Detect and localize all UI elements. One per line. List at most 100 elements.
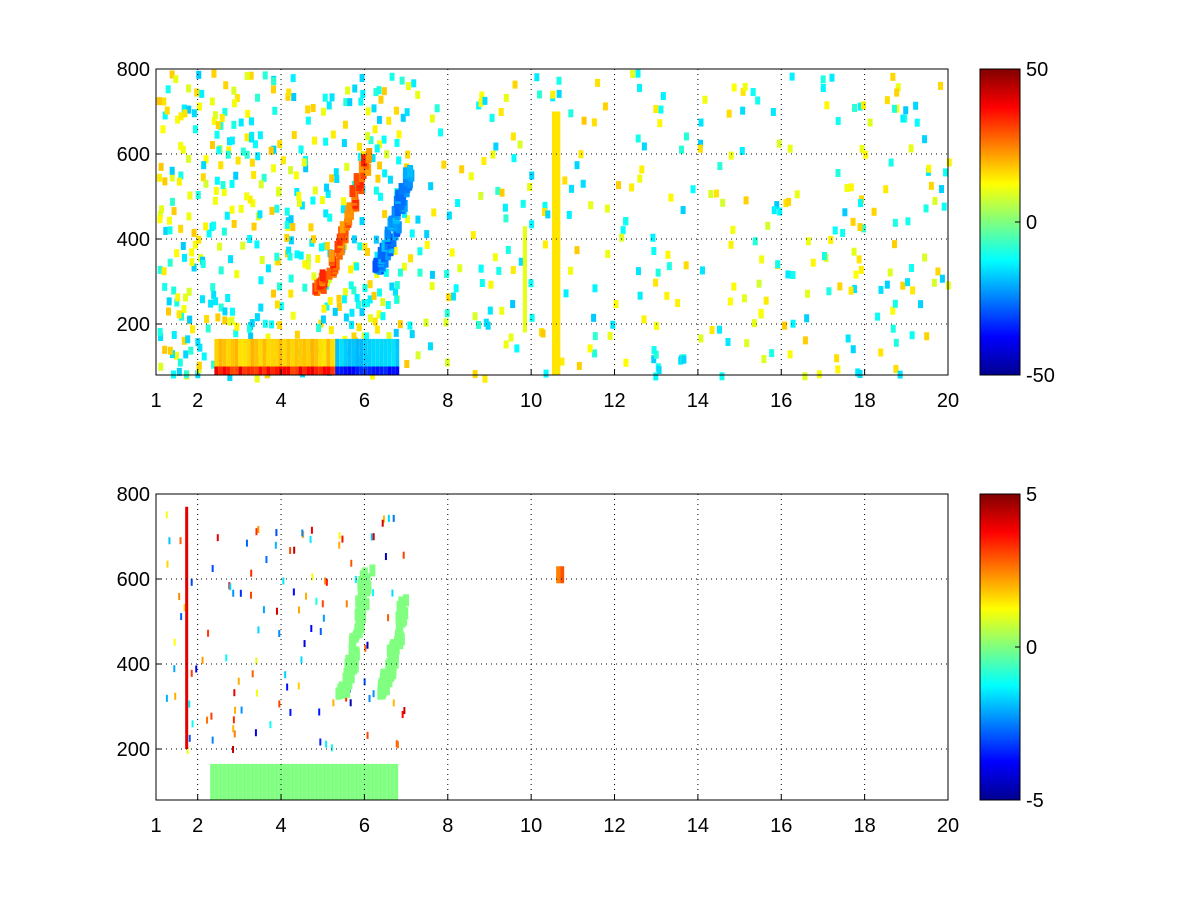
heatmap-block: [210, 763, 399, 800]
heatmap-cell: [592, 332, 598, 341]
heatmap-ridge-cell: [360, 166, 367, 179]
heatmap-cell: [857, 102, 863, 111]
heatmap-cell: [487, 306, 493, 315]
heatmap-cell: [327, 213, 333, 222]
heatmap-cell: [697, 144, 703, 153]
heatmap-cell: [232, 716, 235, 724]
heatmap-cell: [389, 282, 395, 291]
heatmap-cell: [478, 191, 484, 200]
heatmap-cell: [335, 338, 340, 367]
heatmap-cell: [742, 82, 748, 91]
heatmap-cell: [444, 309, 450, 318]
heatmap-cell: [310, 338, 315, 367]
heatmap-cell: [324, 302, 330, 311]
heatmap-ridge-cell: [406, 176, 413, 189]
heatmap-cell: [286, 338, 291, 367]
heatmap-cell: [708, 189, 714, 198]
heatmap-cell: [175, 293, 181, 302]
heatmap-cell: [246, 366, 251, 375]
colorbar-gradient: [979, 68, 1021, 376]
heatmap-cell: [409, 229, 415, 238]
heatmap-cell: [490, 150, 496, 159]
heatmap-ridge-cell: [319, 269, 326, 282]
heatmap-cell: [208, 299, 214, 308]
heatmap-cell: [395, 338, 400, 367]
heatmap-cell: [341, 535, 344, 543]
heatmap-cell: [417, 268, 423, 277]
heatmap-cell: [651, 247, 657, 256]
heatmap-cell: [910, 286, 916, 295]
heatmap-cell: [375, 338, 380, 367]
heatmap-cell: [218, 161, 224, 170]
heatmap-cell: [893, 338, 899, 347]
heatmap-cell: [356, 323, 362, 332]
heatmap-cell: [344, 162, 350, 171]
heatmap-cell: [280, 156, 286, 165]
heatmap-cell: [274, 541, 277, 549]
heatmap-cell: [429, 114, 435, 123]
heatmap-cell: [824, 101, 830, 110]
heatmap-cell: [248, 332, 254, 341]
heatmap-cell: [181, 336, 187, 345]
heatmap-cell: [386, 332, 392, 341]
heatmap-block: [214, 366, 339, 375]
heatmap-cell: [415, 215, 421, 224]
heatmap-cell: [200, 173, 206, 182]
heatmap-cell: [223, 81, 229, 90]
heatmap-cell: [186, 84, 192, 93]
heatmap-cell: [312, 136, 318, 145]
heatmap-cell: [481, 156, 487, 165]
heatmap-ridge-cell: [345, 654, 352, 667]
heatmap-cell: [254, 366, 259, 375]
heatmap-cell: [322, 366, 327, 375]
heatmap-cell: [368, 695, 371, 703]
heatmap-cell: [709, 326, 715, 335]
heatmap-cell: [623, 358, 629, 367]
heatmap-cell: [230, 763, 235, 800]
heatmap-cell: [178, 224, 184, 233]
heatmap-cell: [415, 90, 421, 99]
heatmap-cell: [790, 271, 796, 280]
heatmap-cell: [300, 656, 303, 664]
x-tick-label: 6: [359, 390, 370, 412]
heatmap-cell: [383, 338, 388, 367]
heatmap-cell: [728, 151, 734, 160]
heatmap-cell: [333, 168, 339, 177]
heatmap-cell: [441, 160, 447, 169]
heatmap-cell: [212, 196, 218, 205]
heatmap-cell: [349, 308, 355, 317]
heatmap-cell: [650, 233, 656, 242]
heatmap-cell: [347, 366, 352, 375]
heatmap-cell: [238, 204, 244, 213]
heatmap-cell: [802, 372, 808, 381]
heatmap-cell: [587, 344, 593, 353]
heatmap-cell: [201, 656, 204, 664]
heatmap-cell: [345, 694, 348, 702]
heatmap-cell: [325, 189, 331, 198]
heatmap-cell: [653, 104, 659, 113]
heatmap-cell: [306, 366, 311, 375]
heatmap-cell: [339, 366, 344, 375]
heatmap-cell: [249, 319, 255, 328]
heatmap-cell: [162, 345, 168, 354]
heatmap-cell: [211, 221, 217, 230]
heatmap-cell: [545, 210, 551, 219]
heatmap-cell: [158, 162, 164, 171]
heatmap-cell: [174, 351, 180, 360]
heatmap-block: [335, 366, 400, 375]
heatmap-ridge-cell: [391, 206, 398, 219]
heatmap-cell: [878, 348, 884, 357]
heatmap-cell: [845, 334, 851, 343]
heatmap-cell: [758, 308, 764, 317]
heatmap-cell: [681, 355, 687, 364]
axes-frame: [155, 493, 949, 801]
heatmap-cell: [364, 644, 367, 652]
heatmap-cell: [216, 534, 219, 542]
heatmap-cell: [675, 299, 681, 308]
heatmap-ridge-cell: [363, 598, 370, 611]
heatmap-cell: [651, 355, 657, 364]
heatmap-cell: [479, 278, 485, 287]
heatmap-cell: [247, 195, 253, 204]
heatmap-ridge-cell: [384, 238, 391, 251]
heatmap-ridge-cell: [349, 185, 356, 198]
